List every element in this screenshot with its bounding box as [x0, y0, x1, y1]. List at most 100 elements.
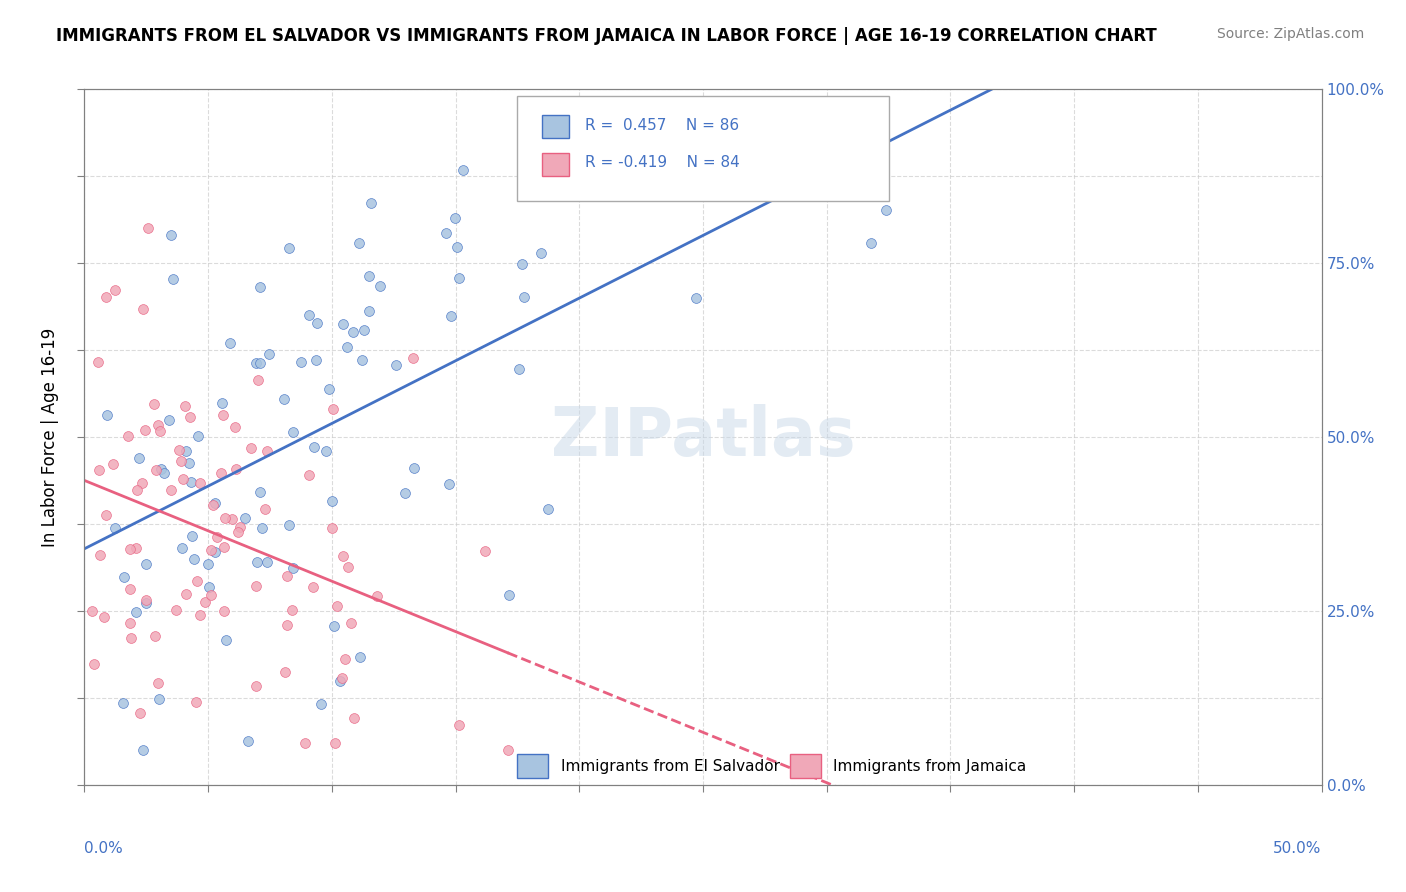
Point — [135, 596, 157, 610]
Point — [335, 652, 357, 666]
Point — [368, 278, 391, 293]
Point — [149, 424, 172, 438]
Point — [343, 711, 366, 725]
Point — [135, 557, 157, 571]
Point — [145, 462, 167, 476]
Point — [274, 665, 297, 679]
Point — [165, 603, 187, 617]
Point — [87, 462, 110, 476]
Point — [353, 323, 375, 337]
Point — [311, 697, 333, 711]
Point — [104, 283, 127, 297]
Text: IMMIGRANTS FROM EL SALVADOR VS IMMIGRANTS FROM JAMAICA IN LABOR FORCE | AGE 16-1: IMMIGRANTS FROM EL SALVADOR VS IMMIGRANT… — [56, 27, 1157, 45]
Point — [201, 498, 224, 512]
Point — [875, 203, 897, 218]
Point — [170, 453, 193, 467]
Point — [323, 736, 346, 750]
Point — [434, 226, 457, 240]
Point — [249, 356, 271, 370]
Point — [276, 568, 298, 582]
Point — [250, 520, 273, 534]
Point — [94, 291, 117, 305]
Point — [204, 496, 226, 510]
FancyBboxPatch shape — [790, 754, 821, 778]
Point — [172, 473, 194, 487]
Point — [236, 734, 259, 748]
Point — [134, 423, 156, 437]
Text: R =  0.457    N = 86: R = 0.457 N = 86 — [585, 118, 740, 133]
Point — [301, 580, 323, 594]
Point — [120, 616, 142, 631]
Point — [112, 570, 135, 584]
Point — [290, 355, 312, 369]
Point — [136, 221, 159, 235]
Point — [305, 352, 328, 367]
Point — [87, 354, 110, 368]
Point — [318, 382, 340, 396]
Text: 0.0%: 0.0% — [84, 840, 124, 855]
Point — [117, 429, 139, 443]
Point — [132, 743, 155, 757]
Point — [357, 268, 380, 283]
Text: Immigrants from Jamaica: Immigrants from Jamaica — [832, 759, 1026, 773]
Point — [283, 425, 305, 439]
Point — [402, 351, 425, 365]
Point — [385, 358, 408, 372]
Point — [131, 475, 153, 490]
Text: 50.0%: 50.0% — [1274, 840, 1322, 855]
Point — [214, 511, 236, 525]
Point — [249, 279, 271, 293]
Point — [224, 419, 246, 434]
Point — [150, 462, 173, 476]
Point — [496, 743, 519, 757]
Point — [101, 457, 124, 471]
Point — [394, 486, 416, 500]
Point — [402, 461, 425, 475]
Point — [235, 510, 257, 524]
Point — [153, 467, 176, 481]
Point — [118, 542, 141, 557]
Point — [157, 412, 180, 426]
Point — [256, 555, 278, 569]
Point — [613, 152, 636, 166]
Point — [120, 631, 142, 645]
Point — [170, 541, 193, 555]
Point — [277, 518, 299, 533]
FancyBboxPatch shape — [543, 153, 569, 177]
Point — [437, 476, 460, 491]
Point — [325, 599, 347, 613]
Point — [135, 592, 157, 607]
Point — [221, 512, 243, 526]
Point — [256, 444, 278, 458]
Point — [315, 444, 337, 458]
Point — [186, 574, 208, 588]
Point — [249, 484, 271, 499]
Point — [188, 608, 211, 623]
Point — [451, 162, 474, 177]
Point — [245, 679, 267, 693]
Point — [332, 317, 354, 331]
Point — [198, 580, 221, 594]
Text: R = -0.419    N = 84: R = -0.419 N = 84 — [585, 154, 740, 169]
Point — [294, 736, 316, 750]
Point — [96, 408, 118, 422]
Point — [190, 476, 212, 491]
Point — [530, 246, 553, 260]
Text: ZIPatlas: ZIPatlas — [551, 404, 855, 470]
Point — [307, 316, 329, 330]
Point — [146, 417, 169, 432]
Point — [281, 603, 304, 617]
Point — [359, 304, 381, 318]
Point — [225, 462, 247, 476]
Point — [245, 555, 267, 569]
Point — [247, 373, 270, 387]
Point — [254, 502, 277, 516]
Point — [347, 236, 370, 251]
Point — [259, 347, 281, 361]
Point — [444, 211, 467, 225]
Point — [128, 706, 150, 720]
Point — [197, 558, 219, 572]
Point — [205, 530, 228, 544]
Point — [273, 392, 295, 407]
Point — [340, 615, 363, 630]
